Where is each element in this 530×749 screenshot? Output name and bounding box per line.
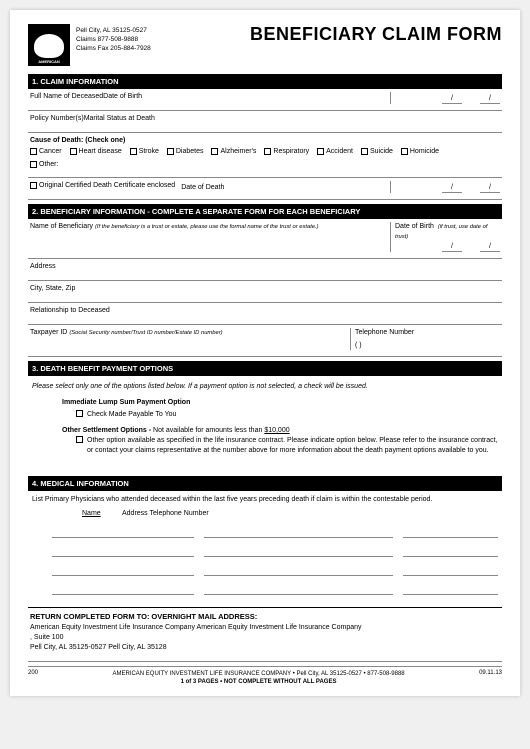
- physician-row-2[interactable]: [52, 548, 498, 557]
- physician-row-3[interactable]: [52, 567, 498, 576]
- label-full-name[interactable]: Full Name of DeceasedDate of Birth: [30, 92, 390, 104]
- field-telephone[interactable]: Telephone Number ( ): [350, 328, 500, 350]
- footer-left: 200: [28, 670, 38, 686]
- claims-phone: Claims 877-508-9888: [76, 35, 151, 44]
- opt-other-settlement: Other Settlement Options - Not available…: [62, 426, 498, 456]
- section-2-header: 2. BENEFICIARY INFORMATION - COMPLETE A …: [28, 204, 502, 219]
- footer-right: 09.11.13: [479, 670, 502, 686]
- row-death-cert: Original Certified Death Certificate enc…: [28, 178, 502, 200]
- company-logo: AMERICAN: [28, 24, 70, 66]
- physician-row-4[interactable]: [52, 586, 498, 595]
- form-title: BENEFICIARY CLAIM FORM: [250, 24, 502, 45]
- chk-suicide[interactable]: Suicide: [361, 147, 393, 156]
- s3-intro: Please select only one of the options li…: [32, 382, 498, 392]
- row-deceased-name: Full Name of DeceasedDate of Birth //: [28, 89, 502, 111]
- row-cause-of-death: Cause of Death: (Check one) Cancer Heart…: [28, 133, 502, 178]
- company-address: Pell City, AL 35125-0527: [76, 26, 151, 35]
- form-page: AMERICAN Pell City, AL 35125-0527 Claims…: [10, 10, 520, 696]
- physician-row-1[interactable]: [52, 529, 498, 538]
- section-3-body: Please select only one of the options li…: [28, 376, 502, 472]
- chk-respiratory[interactable]: Respiratory: [264, 147, 309, 156]
- row-csz[interactable]: City, State, Zip: [28, 281, 502, 303]
- chk-alzheimers[interactable]: Alzheimer's: [211, 147, 256, 156]
- row-relationship[interactable]: Relationship to Deceased: [28, 303, 502, 325]
- row-beneficiary-name: Name of Beneficiary (If the beneficiary …: [28, 219, 502, 259]
- chk-cancer[interactable]: Cancer: [30, 147, 62, 156]
- row-address[interactable]: Address: [28, 259, 502, 281]
- s4-intro: List Primary Physicians who attended dec…: [32, 495, 498, 505]
- header-left: AMERICAN Pell City, AL 35125-0527 Claims…: [28, 24, 151, 66]
- field-date-of-death[interactable]: //: [390, 181, 500, 193]
- section-3-header: 3. DEATH BENEFIT PAYMENT OPTIONS: [28, 361, 502, 376]
- field-ben-dob[interactable]: Date of Birth (if trust, use date of tru…: [390, 222, 500, 252]
- physician-headers: Name Address Telephone Number: [82, 509, 498, 519]
- logo-text: AMERICAN: [38, 60, 60, 64]
- chk-other[interactable]: Other:: [30, 160, 58, 169]
- chk-lump-sum[interactable]: [76, 410, 83, 417]
- cause-label: Cause of Death: (Check one): [30, 136, 500, 145]
- section-4-body: List Primary Physicians who attended dec…: [28, 491, 502, 603]
- section-1-header: 1. CLAIM INFORMATION: [28, 74, 502, 89]
- chk-diabetes[interactable]: Diabetes: [167, 147, 204, 156]
- company-contact: Pell City, AL 35125-0527 Claims 877-508-…: [76, 24, 151, 66]
- cause-options: Cancer Heart disease Stroke Diabetes Alz…: [30, 147, 500, 158]
- field-dob[interactable]: //: [390, 92, 500, 104]
- chk-heart[interactable]: Heart disease: [70, 147, 122, 156]
- return-block: RETURN COMPLETED FORM TO: OVERNIGHT MAIL…: [28, 607, 502, 662]
- header: AMERICAN Pell City, AL 35125-0527 Claims…: [28, 24, 502, 66]
- chk-stroke[interactable]: Stroke: [130, 147, 159, 156]
- footer-center: AMERICAN EQUITY INVESTMENT LIFE INSURANC…: [38, 670, 479, 686]
- claims-fax: Claims Fax 205-884-7928: [76, 44, 151, 53]
- footer: 200 AMERICAN EQUITY INVESTMENT LIFE INSU…: [28, 666, 502, 686]
- section-4-header: 4. MEDICAL INFORMATION: [28, 476, 502, 491]
- chk-homicide[interactable]: Homicide: [401, 147, 439, 156]
- chk-accident[interactable]: Accident: [317, 147, 353, 156]
- chk-death-cert[interactable]: Original Certified Death Certificate enc…: [30, 181, 175, 190]
- row-policy[interactable]: Policy Number(s)Marital Status at Death: [28, 111, 502, 133]
- row-taxpayer: Taxpayer ID (Social Security number/Trus…: [28, 325, 502, 357]
- opt-lump-sum: Immediate Lump Sum Payment Option Check …: [62, 398, 498, 420]
- chk-other-option[interactable]: [76, 436, 83, 443]
- eagle-icon: [34, 34, 64, 58]
